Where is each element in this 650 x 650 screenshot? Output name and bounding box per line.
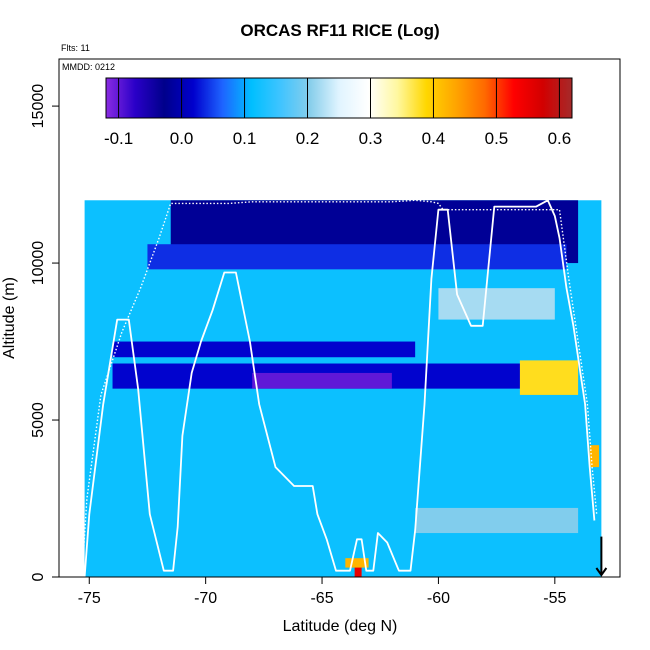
x-tick-label: -60	[427, 590, 450, 607]
chart-title: ORCAS RF11 RICE (Log)	[240, 21, 439, 40]
x-axis-label: Latitude (deg N)	[283, 618, 398, 635]
y-tick-label: 0	[30, 572, 47, 581]
x-tick-label: -70	[194, 590, 217, 607]
mmdd-annotation: MMDD: 0212	[62, 62, 115, 72]
colorbar-tick-label: 0.6	[548, 129, 572, 148]
x-tick-label: -65	[310, 590, 333, 607]
y-tick-label: 10000	[30, 241, 47, 286]
heat-region	[252, 372, 392, 389]
heatmap-layer	[84, 200, 602, 577]
colorbar-tick-label: 0.5	[485, 129, 509, 148]
heat-region	[519, 360, 579, 395]
colorbar-tick-label: 0.2	[296, 129, 320, 148]
colorbar-tick-label: 0.1	[233, 129, 257, 148]
y-axis: 0 5000 10000 15000	[30, 84, 59, 581]
heat-region	[147, 244, 567, 270]
colorbar-tick-label: 0.0	[170, 129, 194, 148]
y-tick-label: 5000	[30, 402, 47, 438]
heat-region	[589, 445, 600, 468]
y-axis-label: Altitude (m)	[1, 277, 18, 359]
heat-region	[438, 288, 555, 320]
colorbar-tick-label: 0.3	[359, 129, 383, 148]
x-axis: -75 -70 -65 -60 -55	[78, 577, 566, 607]
flights-annotation: Flts: 11	[61, 43, 90, 53]
colorbar-tick-label: 0.4	[422, 129, 446, 148]
down-arrow-head	[595, 567, 608, 577]
colorbar-tick-label: -0.1	[104, 129, 133, 148]
y-tick-label: 15000	[30, 84, 47, 129]
colorbar-ticks: -0.1 0.0 0.1 0.2 0.3 0.4 0.5 0.6	[104, 78, 571, 148]
x-tick-label: -75	[78, 590, 101, 607]
marker-layer	[595, 536, 608, 577]
heat-region	[415, 507, 579, 534]
plot-frame	[58, 58, 621, 578]
heat-region	[345, 558, 369, 568]
colorbar: -0.1 0.0 0.1 0.2 0.3 0.4 0.5 0.6	[104, 77, 573, 148]
x-tick-label: -55	[543, 590, 566, 607]
flight-track-layer	[81, 199, 598, 577]
flight-track-dotted-line	[81, 199, 598, 571]
colorbar-gradient	[105, 77, 573, 119]
flight-track-line	[83, 199, 596, 577]
heat-region	[354, 564, 362, 577]
heat-region	[112, 341, 416, 358]
